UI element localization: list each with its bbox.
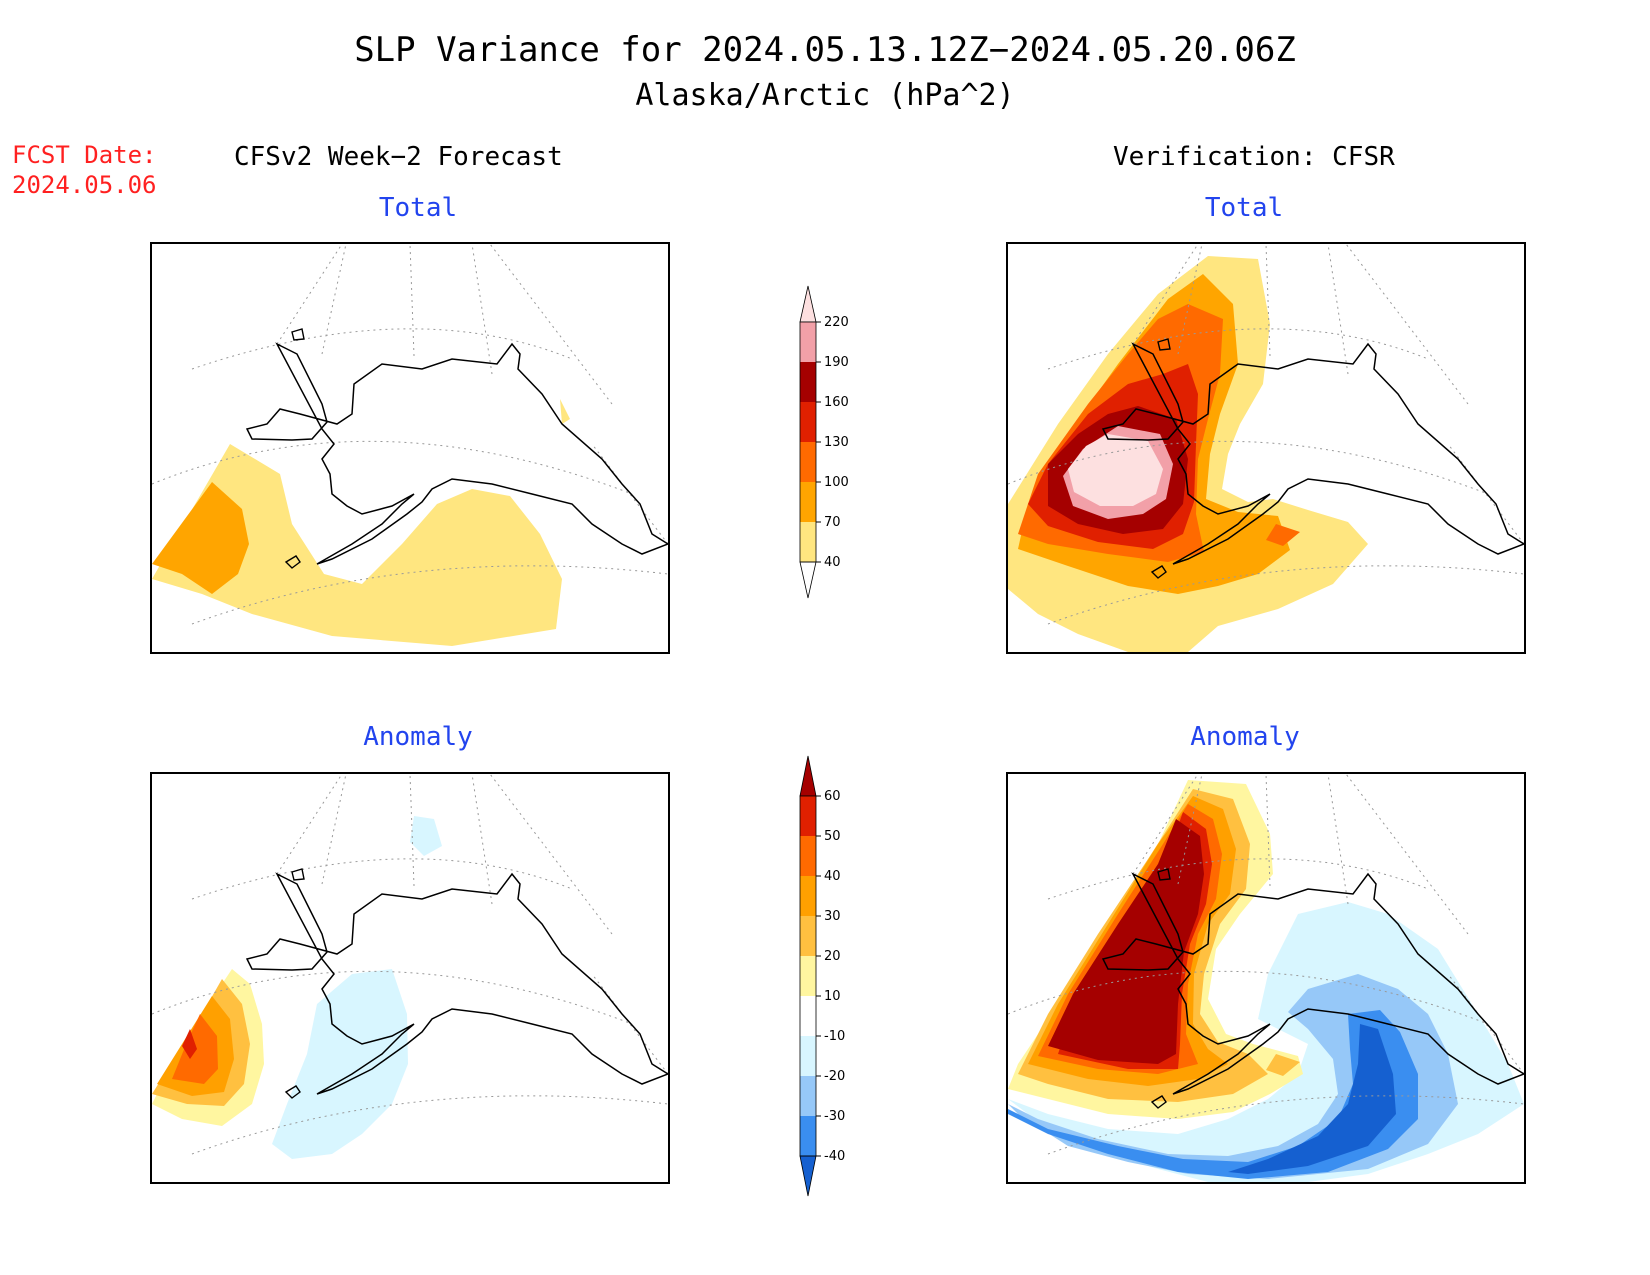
anomaly-colorbar-label: -20 — [824, 1069, 845, 1084]
anomaly-above-60 — [1048, 819, 1204, 1064]
anomaly-colorbar-label: -10 — [824, 1029, 845, 1044]
island — [1150, 565, 1167, 579]
forecast-column-title: CFSv2 Week−2 Forecast — [234, 142, 563, 172]
forecast-total-map — [150, 242, 670, 654]
graticule — [152, 244, 668, 625]
anomaly-colorbar: 60 50 40 30 20 10 -10 -20 -30 -40 — [799, 755, 845, 1197]
anomaly-minus10-minus20 — [410, 816, 442, 856]
alaska-coastline — [1101, 872, 1524, 1095]
variance-220-plus — [1068, 434, 1163, 506]
verification-total-map — [1006, 242, 1526, 654]
graticule — [1008, 244, 1524, 625]
island — [291, 868, 305, 881]
anomaly-colorbar-label: 50 — [824, 829, 841, 844]
verification-column-title: Verification: CFSR — [1113, 142, 1395, 172]
fcst-label: FCST Date: — [12, 141, 157, 169]
fcst-date: 2024.05.06 — [12, 171, 157, 199]
graticule — [1008, 774, 1524, 1155]
island — [291, 328, 305, 341]
total-colorbar-label: 100 — [824, 475, 849, 490]
total-colorbar-label: 40 — [824, 555, 841, 570]
total-colorbar-bin — [800, 402, 816, 442]
anomaly-colorbar-bin — [800, 876, 816, 916]
alaska-coastline — [245, 872, 668, 1095]
island — [1157, 338, 1171, 351]
total-colorbar-label: 70 — [824, 515, 841, 530]
anomaly-minus10-minus20 — [272, 969, 408, 1159]
anomaly-50-60 — [182, 1029, 197, 1059]
anomaly-colorbar-bin — [800, 956, 816, 996]
anomaly-colorbar-bin — [800, 996, 816, 1036]
graticule — [152, 774, 668, 1155]
island — [284, 1085, 301, 1099]
variance-40-70 — [152, 444, 562, 646]
verification-anomaly-map — [1006, 772, 1526, 1184]
anomaly-colorbar-bin — [800, 916, 816, 956]
variance-70-100 — [152, 482, 249, 594]
forecast-anomaly-map — [150, 772, 670, 1184]
total-colorbar-label: 160 — [824, 395, 849, 410]
alaska-coastline — [1101, 342, 1524, 565]
total-colorbar-bin — [800, 442, 816, 482]
fcst-date-block: FCST Date: 2024.05.06 — [12, 140, 157, 200]
anomaly-colorbar-label: 20 — [824, 949, 841, 964]
total-colorbar-bin — [800, 322, 816, 362]
anomaly-colorbar-bin — [800, 836, 816, 876]
anomaly-colorbar-bin — [800, 796, 816, 836]
anomaly-colorbar-bin — [800, 1036, 816, 1076]
island — [284, 555, 301, 569]
total-colorbar: 220 190 160 130 100 70 40 — [799, 285, 849, 599]
forecast-anomaly-label: Anomaly — [363, 722, 473, 752]
total-colorbar-label: 130 — [824, 435, 849, 450]
anomaly-colorbar-label: 40 — [824, 869, 841, 884]
anomaly-colorbar-label: -30 — [824, 1109, 845, 1124]
anomaly-colorbar-label: 30 — [824, 909, 841, 924]
anomaly-colorbar-label: 10 — [824, 989, 841, 1004]
total-colorbar-bin — [800, 482, 816, 522]
anomaly-colorbar-label: 60 — [824, 789, 841, 804]
total-colorbar-label: 190 — [824, 355, 849, 370]
alaska-coastline — [245, 342, 668, 565]
anomaly-cap-bottom — [799, 1155, 817, 1197]
island — [1150, 1095, 1167, 1109]
anomaly-colorbar-bin — [800, 1116, 816, 1156]
total-colorbar-bin — [800, 522, 816, 562]
figure-title: SLP Variance for 2024.05.13.12Z−2024.05.… — [354, 30, 1296, 70]
total-colorbar-label: 220 — [824, 315, 849, 330]
anomaly-below-minus40 — [1228, 1024, 1396, 1174]
forecast-total-label: Total — [378, 193, 458, 223]
figure-subtitle: Alaska/Arctic (hPa^2) — [635, 78, 1015, 113]
total-colorbar-bin — [800, 362, 816, 402]
anomaly-colorbar-label: -40 — [824, 1149, 845, 1164]
verification-total-label: Total — [1204, 193, 1284, 223]
verification-anomaly-label: Anomaly — [1190, 722, 1300, 752]
anomaly-colorbar-bin — [800, 1076, 816, 1116]
total-cap-top — [799, 285, 817, 323]
island — [1157, 868, 1171, 881]
anomaly-minus30-minus40 — [1008, 1010, 1418, 1179]
anomaly-cap-top — [799, 755, 817, 797]
total-cap-bottom — [799, 561, 817, 599]
